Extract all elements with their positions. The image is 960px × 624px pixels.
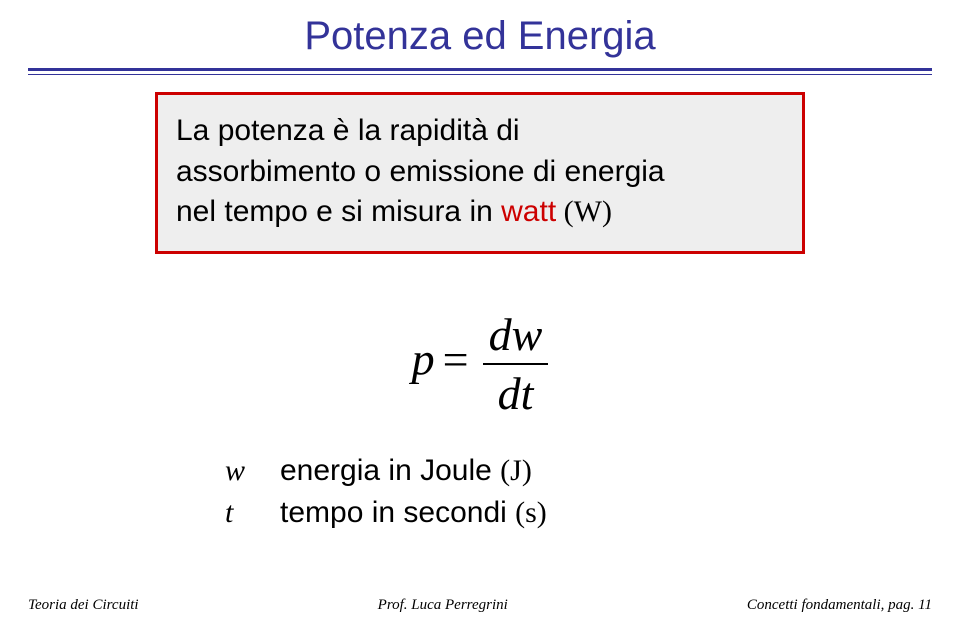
- formula-eq: =: [443, 334, 469, 385]
- formula-denominator: dt: [483, 365, 549, 420]
- legend: w energia in Joule (J) t tempo in second…: [225, 450, 547, 534]
- footer-left: Teoria dei Circuiti: [28, 597, 139, 614]
- formula: p= dwdt: [0, 308, 960, 420]
- formula-numerator: dw: [483, 308, 549, 365]
- footer-center: Prof. Luca Perregrini: [378, 597, 508, 614]
- legend-desc: energia in Joule (J): [280, 450, 532, 492]
- definition-line1: La potenza è la rapidità di: [176, 114, 520, 147]
- footer: Teoria dei Circuiti Prof. Luca Perregrin…: [28, 597, 932, 614]
- divider-thick: [28, 68, 932, 71]
- divider-thin: [28, 74, 932, 75]
- definition-line2: assorbimento o emissione di energia: [176, 155, 665, 188]
- formula-fraction: dwdt: [483, 308, 549, 420]
- legend-unit: (J): [500, 454, 532, 487]
- legend-row: w energia in Joule (J): [225, 450, 547, 492]
- legend-unit: (s): [515, 496, 547, 529]
- footer-right: Concetti fondamentali, pag. 11: [747, 597, 932, 614]
- definition-unit: (W): [556, 195, 612, 228]
- definition-box: La potenza è la rapidità di assorbimento…: [155, 92, 805, 254]
- legend-symbol: w: [225, 450, 280, 492]
- legend-desc-text: energia in Joule: [280, 454, 500, 487]
- legend-desc: tempo in secondi (s): [280, 492, 547, 534]
- formula-lhs: p: [412, 334, 435, 385]
- slide-title: Potenza ed Energia: [0, 14, 960, 59]
- legend-desc-text: tempo in secondi: [280, 496, 515, 529]
- legend-symbol: t: [225, 492, 280, 534]
- legend-row: t tempo in secondi (s): [225, 492, 547, 534]
- definition-highlight: watt: [501, 195, 556, 228]
- definition-line3-pre: nel tempo e si misura in: [176, 195, 501, 228]
